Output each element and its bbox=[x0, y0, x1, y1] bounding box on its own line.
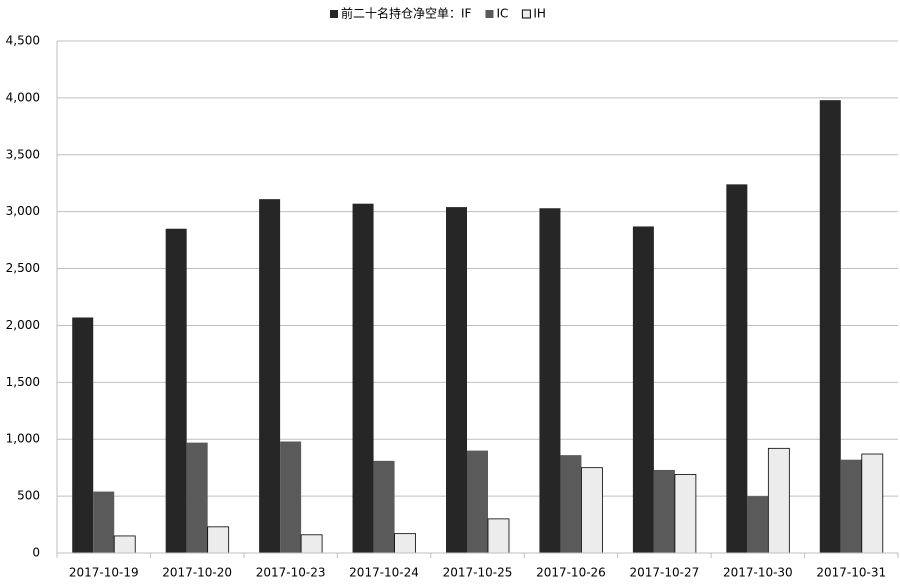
x-tick-label: 2017-10-26 bbox=[536, 566, 606, 580]
bar bbox=[674, 474, 697, 554]
x-tick-label: 2017-10-19 bbox=[69, 566, 139, 580]
legend: 前二十名持仓净空单： IF IC IH bbox=[330, 6, 546, 21]
bar bbox=[840, 459, 862, 553]
legend-swatch bbox=[485, 10, 494, 18]
y-tick-label: 1,500 bbox=[6, 375, 40, 389]
bar bbox=[394, 533, 416, 554]
legend-label: IF bbox=[461, 7, 472, 21]
bar bbox=[653, 469, 675, 553]
bar bbox=[93, 491, 115, 553]
y-tick-label: 0 bbox=[32, 546, 40, 560]
bar bbox=[186, 442, 208, 553]
bar bbox=[726, 184, 748, 554]
x-tick-label: 2017-10-30 bbox=[723, 566, 793, 580]
y-tick-label: 3,000 bbox=[6, 204, 40, 218]
bar bbox=[560, 455, 582, 553]
bar bbox=[373, 460, 395, 553]
bar bbox=[539, 208, 561, 553]
bar bbox=[446, 207, 467, 554]
bar bbox=[207, 526, 230, 554]
y-tick-label: 2,500 bbox=[6, 261, 40, 275]
x-tick-label: 2017-10-23 bbox=[256, 566, 326, 580]
y-tick-label: 3,500 bbox=[6, 147, 40, 161]
bar bbox=[767, 447, 790, 554]
x-tick-label: 2017-10-25 bbox=[443, 566, 513, 580]
legend-label: IC bbox=[496, 7, 508, 21]
bar bbox=[581, 467, 603, 554]
x-tick-label: 2017-10-20 bbox=[162, 566, 232, 580]
y-tick-label: 4,000 bbox=[6, 90, 40, 104]
bar bbox=[467, 450, 488, 553]
bar bbox=[487, 518, 510, 554]
bar bbox=[747, 496, 769, 553]
bar bbox=[632, 226, 654, 554]
y-tick-label: 500 bbox=[17, 489, 40, 503]
bar bbox=[819, 100, 841, 554]
bar bbox=[113, 535, 136, 554]
legend-title: 前二十名持仓净空单： bbox=[341, 6, 461, 21]
x-tick-label: 2017-10-31 bbox=[816, 566, 886, 580]
y-tick-label: 2,000 bbox=[6, 318, 40, 332]
legend-swatch bbox=[521, 9, 531, 19]
bar bbox=[165, 228, 187, 553]
y-tick-label: 1,000 bbox=[6, 432, 40, 446]
legend-swatch bbox=[330, 10, 338, 18]
bar bbox=[72, 317, 94, 553]
bar bbox=[861, 453, 884, 554]
legend-label: IH bbox=[533, 7, 546, 21]
bar bbox=[300, 534, 323, 554]
x-tick-label: 2017-10-24 bbox=[349, 566, 419, 580]
bar bbox=[259, 199, 281, 553]
x-tick-label: 2017-10-27 bbox=[630, 566, 700, 580]
bar bbox=[352, 203, 374, 554]
bar bbox=[280, 441, 302, 553]
y-tick-label: 4,500 bbox=[6, 34, 40, 48]
